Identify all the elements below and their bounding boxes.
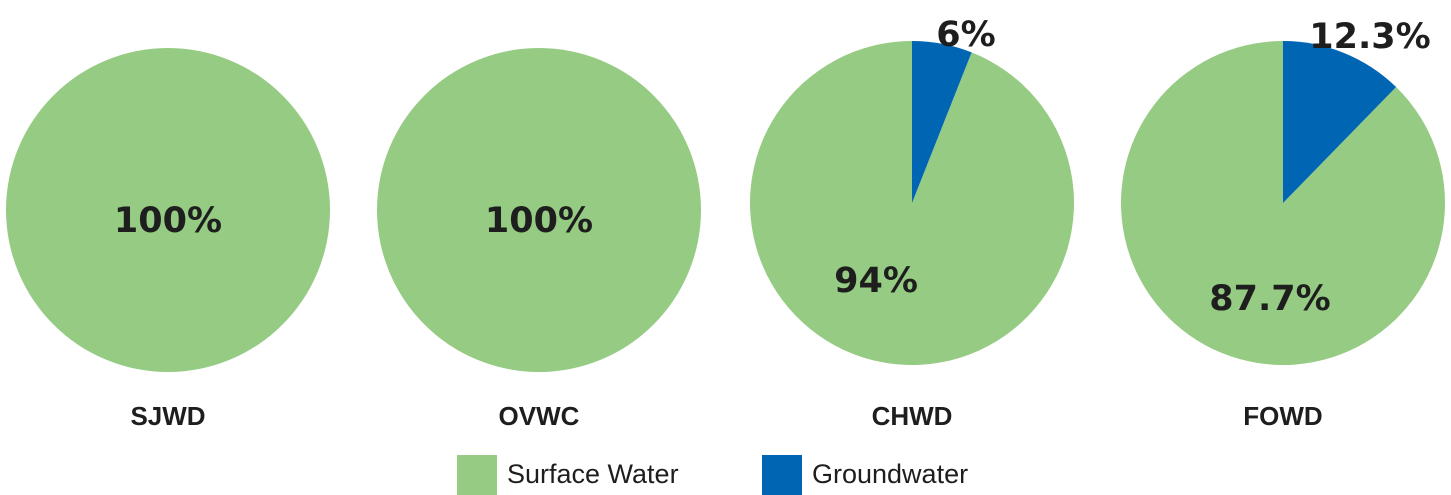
slice-label-surface-water: 94% [834,261,918,301]
legend-item-surface-water: Surface Water [457,455,679,495]
pie-ovwc: 100% OVWC [377,48,701,431]
pie-slice-groundwater [912,41,972,203]
legend-label: Groundwater [812,459,968,489]
pie-title: FOWD [1243,401,1322,431]
slice-label-surface-water: 100% [485,201,593,241]
legend-label: Surface Water [507,459,679,489]
pie-title: SJWD [130,401,205,431]
pie-title: OVWC [499,401,580,431]
pie-slice-surface-water [377,48,701,372]
slice-label-surface-water: 87.7% [1209,279,1330,319]
pie-title: CHWD [872,401,953,431]
pies-layer: 100% SJWD 100% OVWC 94% 6% CHWD 87.7% 12.3% FOWD [6,15,1446,431]
pie-fowd: 87.7% 12.3% FOWD [1120,17,1446,431]
pie-chwd: 94% 6% CHWD [750,15,1075,431]
slice-label-groundwater: 6% [936,15,995,55]
legend-item-groundwater: Groundwater [762,455,968,495]
pie-slice-groundwater [1283,41,1397,203]
pie-sjwd: 100% SJWD [6,48,330,431]
slice-label-surface-water: 100% [114,201,222,241]
slice-label-groundwater: 12.3% [1309,17,1430,57]
pie-slice-surface-water [750,41,1075,365]
legend-swatch [457,455,497,495]
legend-swatch [762,455,802,495]
pie-slice-surface-water [6,48,330,372]
legend: Surface Water Groundwater [457,455,968,495]
